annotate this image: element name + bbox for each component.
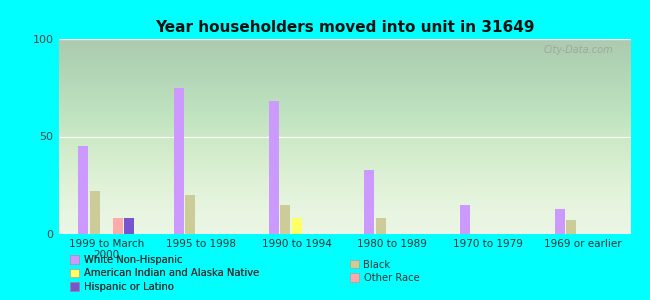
Bar xyxy=(555,209,565,234)
Bar xyxy=(90,191,99,234)
Bar xyxy=(269,101,279,234)
Bar xyxy=(364,170,374,234)
Bar xyxy=(566,220,577,234)
Bar xyxy=(124,218,134,234)
Bar xyxy=(78,146,88,234)
Bar xyxy=(174,88,184,234)
Legend: White Non-Hispanic, American Indian and Alaska Native, Hispanic or Latino: White Non-Hispanic, American Indian and … xyxy=(70,255,259,292)
Bar xyxy=(376,218,385,234)
Bar xyxy=(185,195,195,234)
Text: City-Data.com: City-Data.com xyxy=(543,45,614,55)
Bar xyxy=(112,218,123,234)
Bar xyxy=(280,205,291,234)
Title: Year householders moved into unit in 31649: Year householders moved into unit in 316… xyxy=(155,20,534,35)
Legend: Black, Other Race: Black, Other Race xyxy=(350,260,419,283)
Bar xyxy=(460,205,470,234)
Bar xyxy=(292,218,302,234)
